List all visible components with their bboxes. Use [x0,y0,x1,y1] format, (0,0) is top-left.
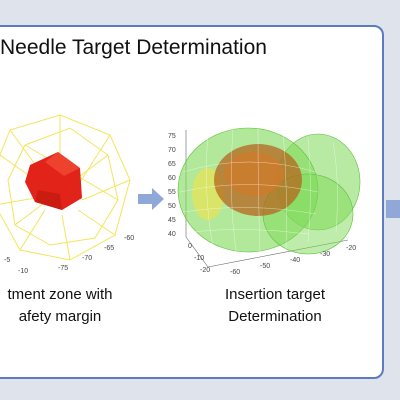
x-tick-label: -20 [200,267,210,274]
z-tick-label: 75 [168,133,176,140]
treatment-zone-caption: tment zone with afety margin [0,284,160,328]
z-tick-label: 55 [168,189,176,196]
caption-line: Determination [228,308,322,325]
y-tick-label: -40 [290,257,300,264]
z-tick-label: 70 [168,147,176,154]
caption-line: Insertion target [224,286,326,303]
x-tick-label: -10 [194,255,204,262]
z-tick-label: 45 [168,217,176,224]
x-axis-ticks: 0 -10 -20 [188,243,210,274]
tick-label: -75 [58,265,68,272]
page-title: Needle Target Determination [0,36,267,59]
caption-line: afety margin [18,308,102,325]
y-tick-label: -30 [320,251,330,258]
insertion-target-svg: 75 70 65 60 55 50 45 40 [168,127,361,276]
y-tick-label: -20 [346,245,356,252]
y-axis-ticks: -60 -50 -40 -30 -20 [230,245,356,276]
tick-label: -60 [124,235,134,242]
z-tick-label: 50 [168,203,176,210]
z-tick-label: 65 [168,161,176,168]
right-arrow-icon [138,188,164,215]
tick-label: -5 [4,257,10,264]
tick-label: -10 [18,268,28,275]
x-tick-label: 0 [188,243,192,250]
z-axis-ticks: 75 70 65 60 55 50 45 40 [168,133,176,238]
right-arrow-icon [386,196,400,227]
tick-label: -70 [82,255,92,262]
z-tick-label: 60 [168,175,176,182]
tick-label: -65 [104,245,114,252]
caption-line: tment zone with [7,286,113,303]
safety-margin-wireframe [0,114,131,261]
y-tick-label: -60 [230,269,240,276]
y-tick-label: -50 [260,263,270,270]
tumor-volume [25,152,82,210]
treatment-zone-plot: -5 -10 -75 -70 -65 -60 [0,110,145,275]
insertion-target-plot: 75 70 65 60 55 50 45 40 [168,122,363,287]
z-tick-label: 40 [168,231,176,238]
treatment-zone-svg: -5 -10 -75 -70 -65 -60 [0,114,134,275]
insertion-target-caption: Insertion target Determination [175,284,375,328]
mesh-lines [179,127,338,253]
